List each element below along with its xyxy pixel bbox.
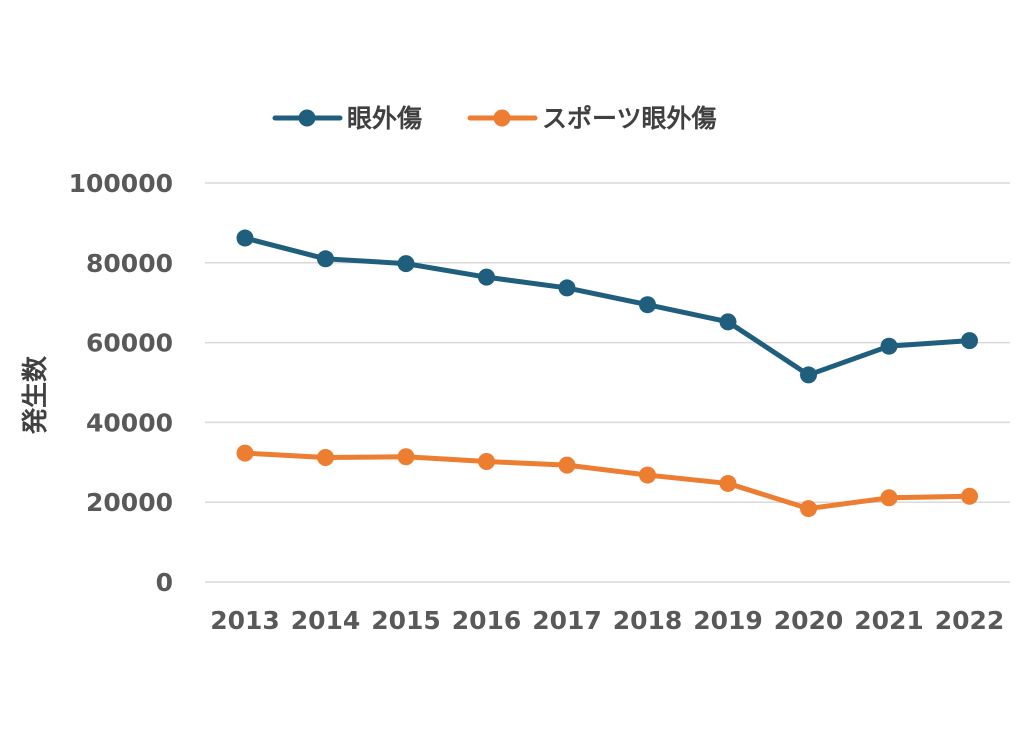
- data-point: [236, 229, 254, 247]
- data-point: [719, 474, 737, 492]
- y-tick-label: 40000: [86, 408, 173, 437]
- legend-swatch-marker: [493, 109, 511, 127]
- data-point: [961, 487, 978, 505]
- data-point: [317, 250, 334, 268]
- x-tick-label: 2018: [613, 606, 683, 635]
- y-tick-label: 60000: [86, 329, 173, 358]
- x-tick-label: 2022: [935, 606, 1005, 635]
- x-tick-label: 2021: [854, 606, 924, 635]
- y-tick-label: 0: [156, 568, 173, 597]
- y-axis-label: 発生数: [21, 355, 51, 435]
- x-tick-label: 2019: [693, 606, 763, 635]
- x-tick-label: 2013: [210, 606, 280, 635]
- data-point: [478, 268, 495, 286]
- y-tick-label: 80000: [86, 249, 173, 278]
- series-1: [236, 229, 978, 384]
- data-point: [800, 500, 817, 518]
- x-axis-ticks: 2013 2014 2015 2016 2017 2018 2019 2020 2021 2022: [210, 606, 1004, 635]
- x-tick-label: 2014: [291, 606, 361, 635]
- x-tick-label: 2017: [532, 606, 602, 635]
- data-point: [800, 366, 817, 384]
- y-tick-label: 100000: [69, 169, 173, 198]
- data-point: [397, 448, 415, 466]
- data-point: [880, 489, 898, 507]
- legend-item: 眼外傷: [272, 104, 422, 133]
- x-tick-label: 2016: [452, 606, 522, 635]
- data-point: [639, 296, 656, 314]
- data-point: [317, 449, 334, 467]
- legend-label: 眼外傷: [347, 104, 422, 133]
- data-point: [558, 279, 576, 297]
- data-point: [558, 456, 576, 474]
- data-point: [397, 255, 415, 273]
- y-axis-ticks: 0 20000 40000 60000 80000 100000: [69, 169, 173, 597]
- series-group: [236, 229, 978, 518]
- series-line: [242, 450, 972, 512]
- data-point: [719, 313, 737, 331]
- data-point: [478, 453, 495, 471]
- data-point: [236, 444, 254, 462]
- data-point: [880, 337, 898, 355]
- data-point: [961, 332, 978, 350]
- y-tick-label: 20000: [86, 488, 173, 517]
- series-line: [242, 235, 972, 378]
- legend: 眼外傷 スポーツ眼外傷: [272, 104, 717, 133]
- series-2: [236, 444, 978, 518]
- legend-swatch-marker: [298, 109, 316, 127]
- x-tick-label: 2020: [774, 606, 844, 635]
- gridlines: [205, 182, 1010, 583]
- legend-label: スポーツ眼外傷: [542, 104, 717, 133]
- x-tick-label: 2015: [371, 606, 441, 635]
- data-point: [639, 466, 656, 484]
- legend-item: スポーツ眼外傷: [467, 104, 717, 133]
